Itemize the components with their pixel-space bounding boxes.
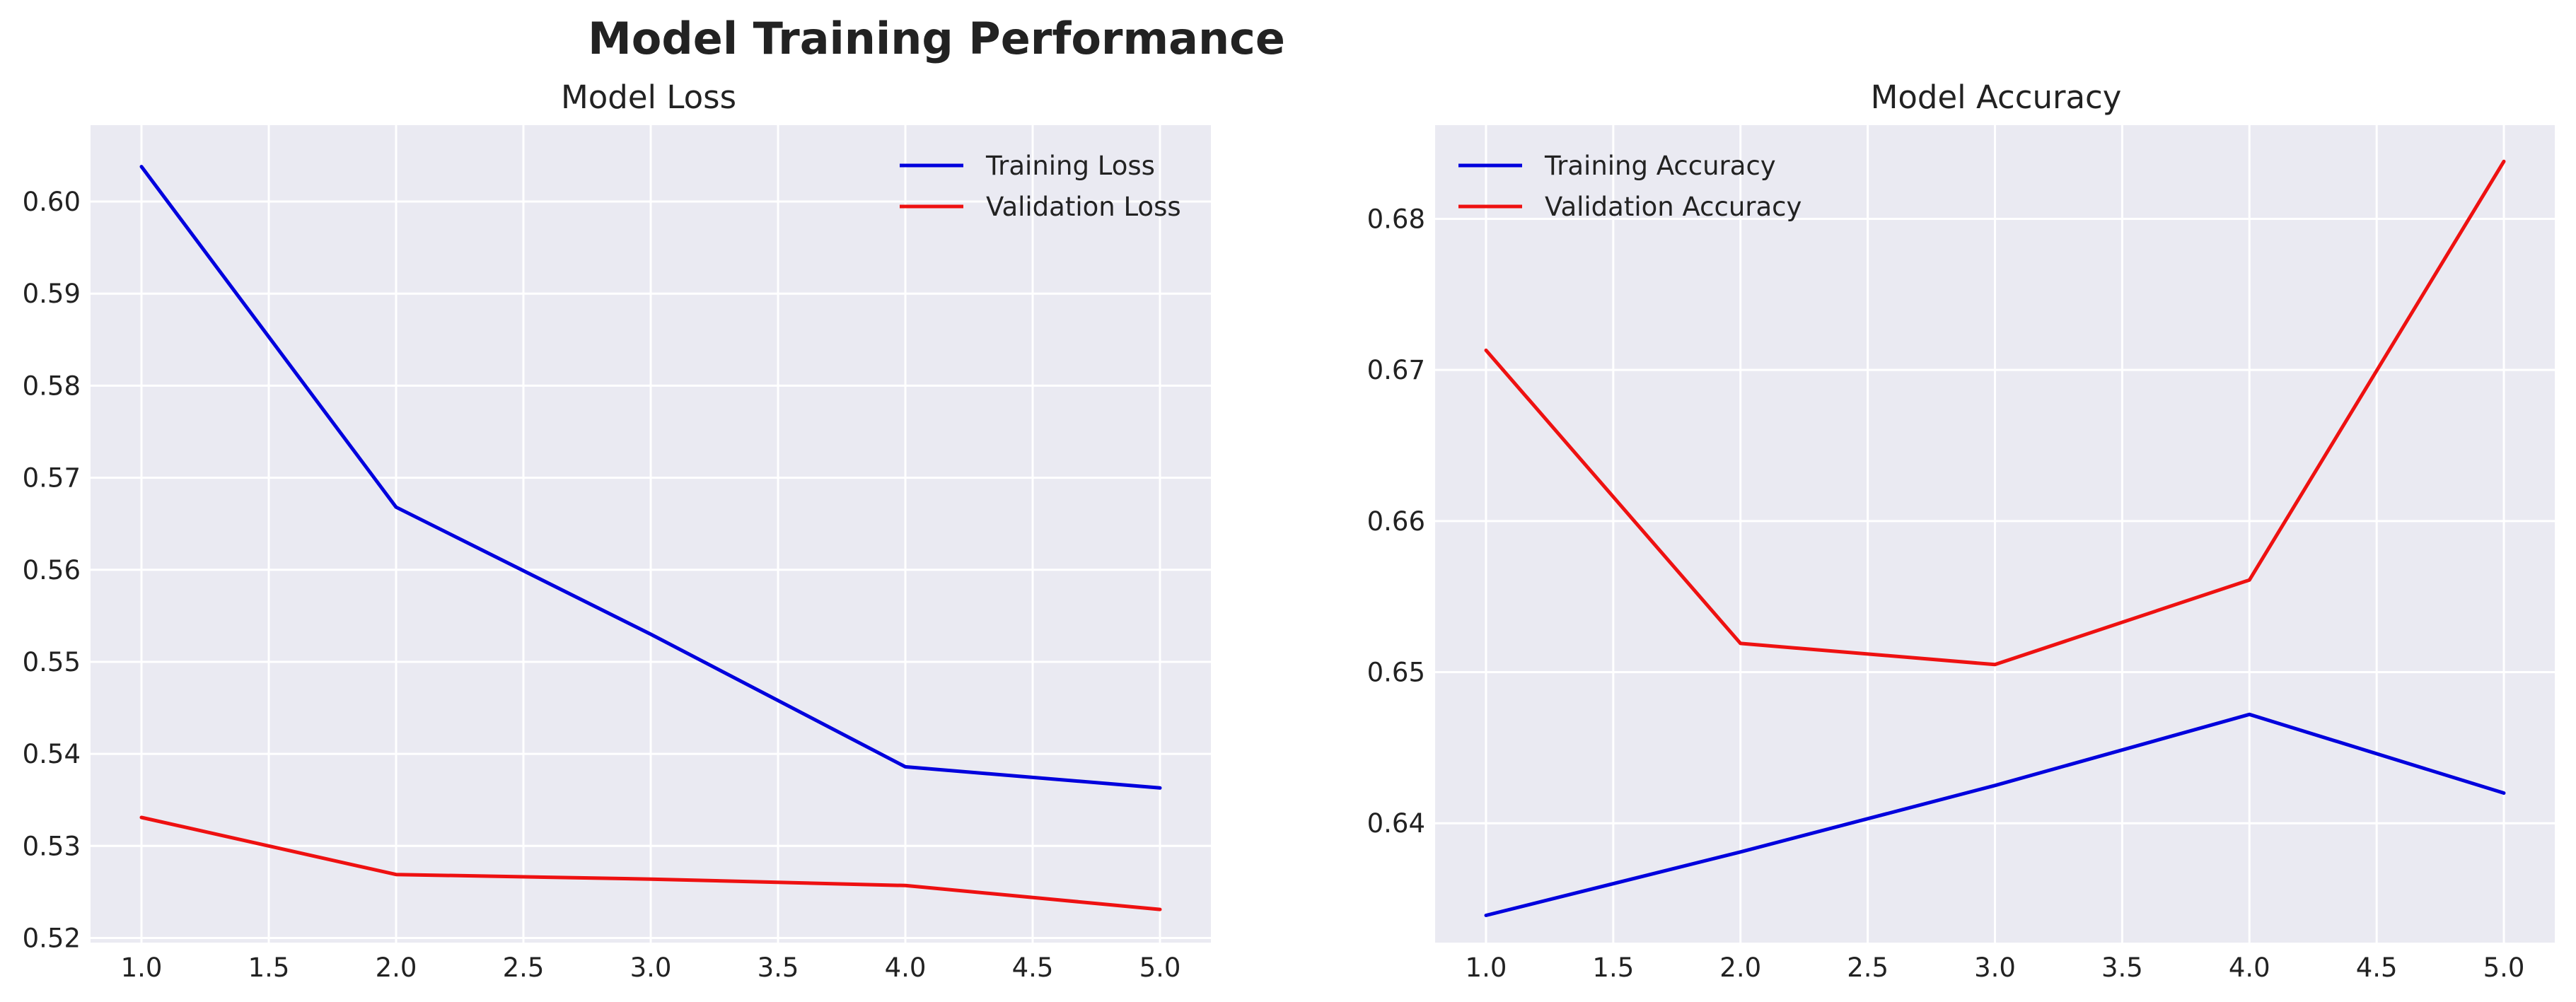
loss-y-tick-label: 0.58 — [23, 371, 81, 401]
accuracy-x-tick-label: 4.5 — [2356, 953, 2398, 983]
accuracy-legend-label: Training Accuracy — [1544, 151, 1776, 181]
accuracy-y-tick-label: 0.67 — [1367, 355, 1425, 385]
accuracy-x-tick-label: 3.5 — [2101, 953, 2143, 983]
loss-y-tick-label: 0.57 — [23, 463, 81, 494]
loss-x-tick-label: 4.0 — [885, 953, 927, 983]
accuracy-series-line-0 — [1484, 712, 2506, 917]
loss-y-tick-label: 0.52 — [23, 923, 81, 953]
accuracy-chart: Model Accuracy 1.0 1.5 2.0 2.5 3.0 3.5 4.0 4.5 5… — [1367, 78, 2555, 983]
accuracy-y-tick-label: 0.68 — [1367, 204, 1425, 234]
loss-y-tick-label: 0.55 — [23, 647, 81, 677]
loss-chart-title: Model Loss — [561, 78, 736, 116]
loss-legend: Training Loss Validation Loss — [900, 151, 1181, 222]
loss-legend-label: Validation Loss — [986, 192, 1181, 222]
loss-x-tick-label: 5.0 — [1139, 953, 1181, 983]
loss-series-line-1 — [139, 815, 1162, 911]
accuracy-y-tick-label: 0.65 — [1367, 658, 1425, 688]
loss-y-tick-label: 0.54 — [23, 739, 81, 769]
loss-y-tick-label: 0.56 — [23, 555, 81, 586]
loss-x-tick-label: 4.5 — [1012, 953, 1054, 983]
loss-y-tick-label: 0.59 — [23, 279, 81, 309]
accuracy-x-tick-label: 1.5 — [1592, 953, 1634, 983]
accuracy-legend: Training Accuracy Validation Accuracy — [1458, 151, 1802, 222]
loss-chart: Model Loss 1.0 1.5 2.0 2.5 3.0 3.5 4.0 4.5 5.0 0.… — [23, 78, 1211, 983]
figure-title: Model Training Performance — [588, 13, 1285, 64]
accuracy-chart-title: Model Accuracy — [1871, 78, 2122, 116]
loss-legend-label: Training Loss — [985, 151, 1155, 181]
loss-x-tick-label: 2.0 — [376, 953, 417, 983]
accuracy-x-tick-label: 3.0 — [1974, 953, 2016, 983]
accuracy-x-tick-label: 1.0 — [1466, 953, 1507, 983]
accuracy-x-tick-label: 2.5 — [1847, 953, 1889, 983]
accuracy-x-tick-label: 5.0 — [2483, 953, 2525, 983]
loss-x-tick-label: 2.5 — [503, 953, 545, 983]
loss-x-tick-label: 1.0 — [121, 953, 163, 983]
loss-x-tick-label: 3.0 — [630, 953, 672, 983]
loss-x-tick-label: 3.5 — [758, 953, 799, 983]
accuracy-series-line-1 — [1484, 159, 2506, 667]
accuracy-x-tick-label: 4.0 — [2229, 953, 2270, 983]
loss-y-tick-label: 0.60 — [23, 187, 81, 217]
loss-series-line-0 — [139, 165, 1162, 790]
accuracy-legend-label: Validation Accuracy — [1545, 192, 1802, 222]
loss-y-tick-label: 0.53 — [23, 831, 81, 861]
accuracy-y-tick-label: 0.64 — [1367, 808, 1425, 839]
accuracy-y-tick-label: 0.66 — [1367, 506, 1425, 537]
loss-x-tick-label: 1.5 — [248, 953, 290, 983]
accuracy-x-tick-label: 2.0 — [1719, 953, 1761, 983]
